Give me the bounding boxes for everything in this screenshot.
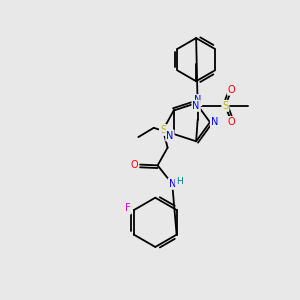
Text: O: O bbox=[228, 85, 236, 95]
Text: O: O bbox=[228, 117, 236, 127]
Text: N: N bbox=[194, 95, 201, 105]
Text: N: N bbox=[169, 179, 176, 189]
Text: S: S bbox=[222, 101, 228, 111]
Text: H: H bbox=[176, 177, 182, 186]
Text: N: N bbox=[166, 130, 174, 140]
Text: N: N bbox=[211, 117, 218, 127]
Text: N: N bbox=[192, 101, 200, 111]
Text: O: O bbox=[131, 160, 138, 170]
Text: S: S bbox=[160, 125, 166, 135]
Text: F: F bbox=[125, 203, 130, 214]
